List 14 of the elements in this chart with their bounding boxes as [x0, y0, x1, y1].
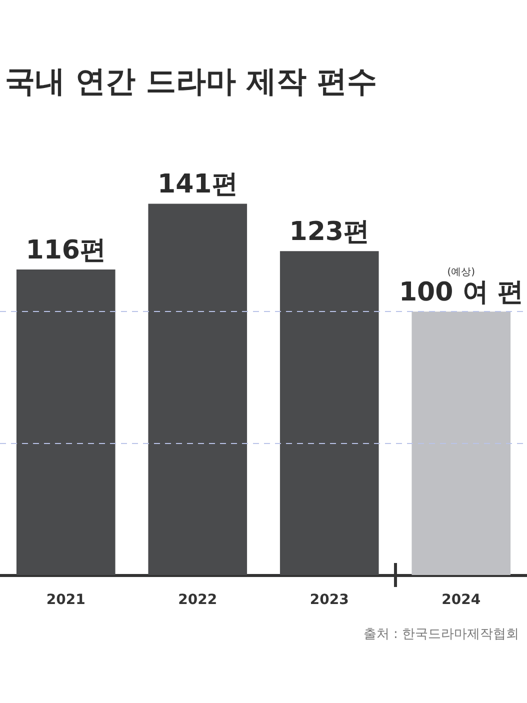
bar — [412, 312, 511, 575]
data-label: (예상) 100 여 편 — [398, 267, 524, 308]
source-note: 출처 : 한국드라마제작협회 — [363, 627, 520, 642]
x-tick-label: 2021 — [46, 592, 86, 608]
data-label: 123편 — [289, 217, 370, 248]
bar — [148, 204, 248, 575]
x-tick-label: 2024 — [442, 592, 481, 608]
bar — [16, 270, 116, 575]
x-tick-label: 2023 — [310, 592, 349, 608]
data-label: 141편 — [157, 170, 238, 200]
bar — [280, 251, 379, 575]
chart-title: 국내 연간 드라마 제작 편수 — [5, 64, 377, 100]
x-tick-label: 2022 — [178, 592, 218, 608]
data-label: 116편 — [26, 236, 106, 266]
